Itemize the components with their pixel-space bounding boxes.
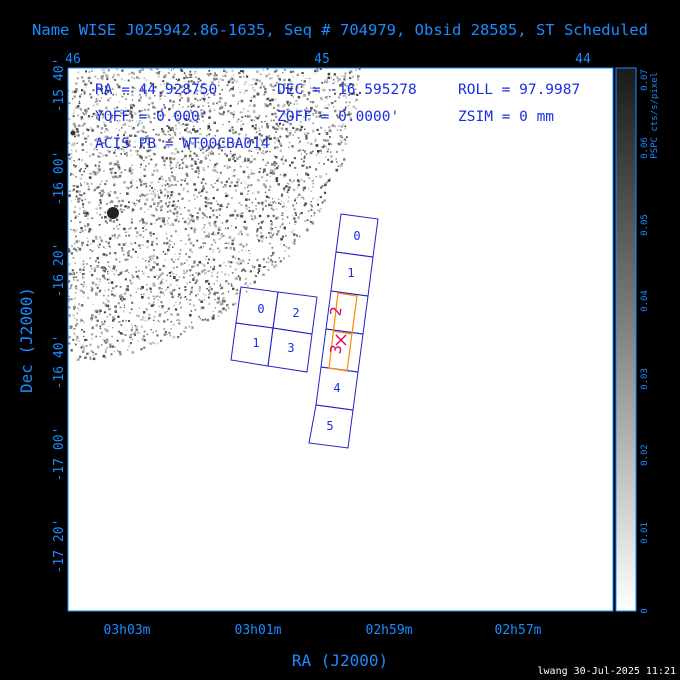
- yoff-readout: YOFF = 0.000': [95, 109, 209, 125]
- acis-pb-readout: ACIS PB = WT00CBA014: [95, 136, 270, 152]
- acis-s-highlight-label: 3: [327, 344, 346, 355]
- colorbar: PSPC cts/s/pixel 0 0.01 0.02 0.03 0.04 0…: [615, 67, 660, 614]
- left-tick-label: -16 00': [52, 151, 67, 206]
- ra-readout: RA = 44.928750: [95, 82, 217, 98]
- zoff-readout: ZOFF = 0.0000': [277, 109, 399, 125]
- bottom-tick-label: 02h59m: [366, 623, 413, 638]
- acis-s-array: [308, 213, 379, 449]
- bottom-tick-label: 03h03m: [104, 623, 151, 638]
- colorbar-tick: 0.07: [640, 69, 650, 91]
- left-tick-label: -15 40': [52, 58, 67, 113]
- acis-i-chip-label: 1: [252, 336, 259, 350]
- left-tick-label: -17 00': [52, 427, 67, 482]
- top-ra-degree-axis: 46 45 44: [65, 52, 591, 67]
- plot-title: Name WISE J025942.86-1635, Seq # 704979,…: [32, 21, 648, 39]
- acis-s-highlight-label: 2: [327, 306, 346, 317]
- footer-credit: lwang 30-Jul-2025 11:21: [538, 666, 676, 677]
- top-tick-label: 45: [314, 52, 330, 67]
- colorbar-tick: 0.03: [640, 368, 650, 390]
- colorbar-tick: 0: [640, 608, 650, 613]
- colorbar-tick: 0.04: [640, 290, 650, 312]
- roll-readout: ROLL = 97.9987: [458, 82, 580, 98]
- left-tick-label: -16 40': [52, 335, 67, 390]
- top-tick-label: 46: [65, 52, 81, 67]
- left-dec-axis: -15 40' -16 00' -16 20' -16 40' -17 00' …: [52, 58, 67, 574]
- left-tick-label: -17 20': [52, 519, 67, 574]
- acis-i-array: [230, 286, 318, 373]
- colorbar-tick: 0.02: [640, 444, 650, 466]
- zsim-readout: ZSIM = 0 mm: [458, 109, 554, 125]
- target-marker-icon: [335, 334, 347, 346]
- acis-s-chip-label: 0: [353, 229, 360, 243]
- xray-background-image: [68, 68, 361, 361]
- colorbar-gradient: [615, 67, 637, 612]
- x-axis-title: RA (J2000): [292, 651, 388, 670]
- acis-s-chip-label: 4: [333, 381, 340, 395]
- acis-s-chip-5: [308, 404, 354, 449]
- acis-i-chip-3: [267, 327, 313, 373]
- bottom-tick-label: 02h57m: [495, 623, 542, 638]
- bottom-ra-axis: 03h03m 03h01m 02h59m 02h57m: [104, 623, 542, 638]
- acis-i-chip-label: 0: [257, 302, 264, 316]
- acis-i-chip-label: 2: [292, 306, 299, 320]
- left-tick-label: -16 20': [52, 243, 67, 298]
- dec-readout: DEC = -16.595278: [277, 82, 417, 98]
- colorbar-tick: 0.05: [640, 214, 650, 236]
- colorbar-tick: 0.01: [640, 522, 650, 544]
- acis-s-highlight-divider: [332, 330, 353, 335]
- bottom-tick-label: 03h01m: [235, 623, 282, 638]
- acis-s-highlight-region: [328, 292, 358, 372]
- acis-s-chip-label: 1: [347, 266, 354, 280]
- pointing-info: RA = 44.928750 DEC = -16.595278 ROLL = 9…: [95, 82, 580, 152]
- y-axis-title: Dec (J2000): [17, 287, 36, 393]
- acis-s-chip-label: 5: [326, 419, 333, 433]
- acis-i-chip-label: 3: [287, 341, 294, 355]
- colorbar-label: PSPC cts/s/pixel: [650, 72, 660, 159]
- colorbar-tick: 0.06: [640, 137, 650, 159]
- top-tick-label: 44: [575, 52, 591, 67]
